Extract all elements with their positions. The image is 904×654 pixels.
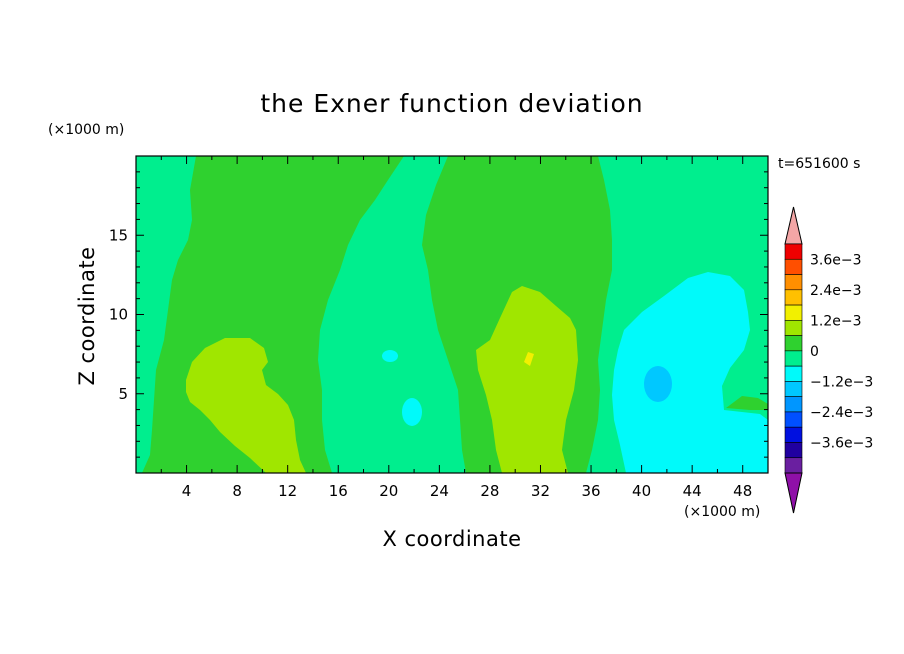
colorbar-label: 0 [810, 344, 819, 360]
colorbar-over-triangle [784, 206, 803, 245]
colorbar-label: −2.4e−3 [810, 405, 873, 421]
colorbar-segment [784, 320, 803, 336]
colorbar-segment [784, 304, 803, 321]
colorbar-label: 2.4e−3 [810, 283, 862, 299]
colorbar-segment [784, 442, 803, 459]
x-tick-label: 8 [232, 482, 242, 500]
colorbar-segment [784, 381, 803, 397]
colorbar-segment [784, 289, 803, 306]
y-tick-label: 15 [109, 226, 128, 244]
colorbar-segment [784, 426, 803, 443]
colorbar-segment [784, 274, 803, 291]
contour-green-right [726, 396, 768, 410]
x-axis-title: X coordinate [382, 527, 521, 551]
x-unit-label: (×1000 m) [684, 504, 760, 520]
x-ticks: 4 8 12 16 20 24 28 32 36 40 44 48 [160, 156, 752, 500]
colorbar-under-triangle [784, 472, 803, 514]
x-tick-label: 36 [581, 482, 600, 500]
contour-cyan-core [644, 366, 672, 402]
colorbar-label: 1.2e−3 [810, 313, 862, 329]
contour-yellow-dot [524, 352, 534, 366]
x-tick-label: 44 [683, 482, 702, 500]
contour-cyan-right [612, 272, 768, 473]
x-tick-label: 40 [632, 482, 651, 500]
y-ticks: 5 10 15 [109, 171, 768, 458]
colorbar: 3.6e−3 2.4e−3 1.2e−3 0 −1.2e−3 −2.4e−3 −3.6e−3 [784, 206, 873, 514]
y-axis-title: Z coordinate [75, 246, 99, 385]
x-tick-label: 20 [379, 482, 398, 500]
colorbar-label: 3.6e−3 [810, 252, 862, 268]
time-label: t=651600 s [778, 156, 860, 172]
x-tick-label: 24 [430, 482, 449, 500]
colorbar-segment [784, 365, 803, 382]
contour-cyan-blob-1 [402, 398, 422, 426]
x-tick-label: 48 [733, 482, 752, 500]
y-tick-label: 5 [118, 385, 128, 403]
colorbar-label: −1.2e−3 [810, 374, 873, 390]
x-tick-label: 16 [329, 482, 348, 500]
colorbar-segment [784, 396, 803, 413]
y-tick-label: 10 [109, 306, 128, 324]
contour-yellowgreen-left [186, 338, 306, 473]
colorbar-segment [784, 258, 803, 275]
colorbar-segment [784, 350, 803, 367]
contour-yellowgreen-middle [476, 286, 578, 473]
x-tick-label: 4 [182, 482, 192, 500]
contour-cyan-blob-2 [382, 350, 398, 362]
x-tick-label: 12 [278, 482, 297, 500]
x-tick-label: 32 [531, 482, 550, 500]
chart-title: the Exner function deviation [260, 89, 643, 118]
x-tick-label: 28 [480, 482, 499, 500]
contour-field [136, 156, 768, 473]
y-unit-label: (×1000 m) [48, 122, 124, 138]
colorbar-label: −3.6e−3 [810, 435, 873, 451]
colorbar-segment [784, 243, 803, 260]
colorbar-segment [784, 457, 803, 474]
colorbar-segment [784, 335, 803, 352]
colorbar-segment [784, 411, 803, 428]
